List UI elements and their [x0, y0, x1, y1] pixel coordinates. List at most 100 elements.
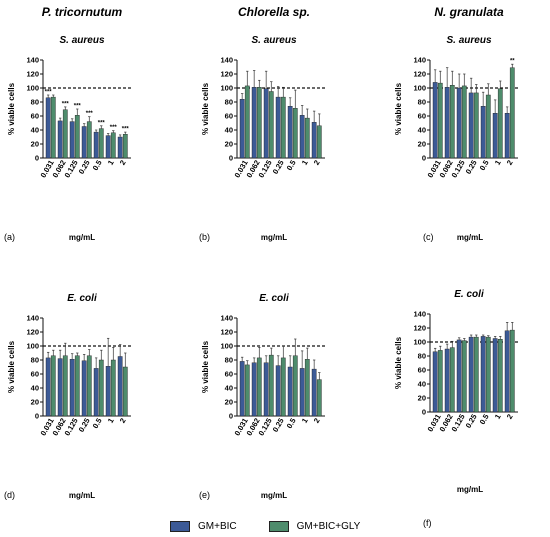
panel-4: E. coli(d) mg/mL% viable cells02040608010… — [4, 293, 133, 500]
x-axis-label: mg/mL — [261, 233, 287, 242]
bar-gm-bic — [444, 87, 450, 159]
bar-gm-bic-gly — [485, 336, 491, 413]
bar-gm-bic-gly — [292, 108, 298, 159]
bar-gm-bic-gly — [461, 85, 467, 159]
panel-3: S. aureus (c) mg/mL % viable cells 0 20 40 60 80… — [394, 35, 520, 242]
legend-item-gm-bic: GM+BIC — [170, 520, 237, 532]
bar-gm-bic-gly — [280, 357, 286, 417]
y-tick-label: 120 — [26, 328, 39, 337]
bar-gm-bic-gly — [280, 96, 286, 159]
bar-gm-bic — [117, 356, 123, 417]
bar-gm-bic — [311, 122, 317, 159]
y-tick-label: 20 — [418, 394, 426, 403]
legend-label-gm-bic: GM+BIC — [198, 520, 237, 532]
y-tick-label: 20 — [225, 398, 233, 407]
bar-gm-bic — [93, 368, 99, 417]
x-tick-label: 0.5 — [478, 413, 491, 427]
bar-gm-bic — [45, 97, 51, 159]
x-axis-label: mg/mL — [69, 233, 95, 242]
x-tick-label: 1 — [300, 159, 310, 167]
x-tick-label: 0.25 — [271, 417, 286, 434]
bar-gm-bic-gly — [449, 84, 455, 159]
bar-gm-bic — [444, 348, 450, 413]
panel-label: (d) — [4, 490, 15, 500]
significance-marker: *** — [62, 101, 70, 107]
x-tick-label: 1 — [300, 417, 310, 425]
bar-gm-bic — [263, 88, 269, 159]
y-tick-label: 20 — [225, 140, 233, 149]
y-tick-label: 100 — [220, 84, 233, 93]
bar-gm-bic — [251, 362, 257, 417]
x-tick-label: 0.5 — [285, 159, 298, 173]
bar-gm-bic-gly — [316, 379, 322, 417]
bar-gm-bic-gly — [461, 340, 467, 413]
bar-gm-bic-gly — [110, 359, 116, 417]
y-tick-label: 120 — [413, 70, 426, 79]
y-tick-label: 20 — [418, 140, 426, 149]
bar-gm-bic — [287, 105, 293, 159]
y-tick-label: 0 — [229, 412, 233, 421]
y-tick-label: 0 — [229, 154, 233, 163]
y-tick-label: 140 — [220, 314, 233, 323]
bar-gm-bic — [117, 136, 123, 159]
x-tick-label: 0.25 — [77, 159, 92, 176]
legend-swatch-gm-bic-gly — [268, 520, 289, 532]
significance-marker: ** — [510, 59, 515, 65]
bar-gm-bic-gly — [86, 355, 92, 417]
y-tick-label: 140 — [413, 56, 426, 65]
bar-gm-bic-gly — [485, 94, 491, 159]
panel-6: E. coli(f)mg/mL% viable cells02040608010… — [394, 289, 520, 528]
bar-gm-bic — [251, 87, 257, 159]
bar-gm-bic-gly — [473, 92, 479, 159]
panel-label: (f) — [423, 518, 432, 528]
legend-item-gm-bic-gly: GM+BIC+GLY — [268, 520, 360, 532]
y-tick-label: 0 — [422, 408, 426, 417]
x-tick-label: 0.5 — [91, 159, 104, 173]
panel-label: (e) — [199, 490, 210, 500]
bar-gm-bic-gly — [50, 355, 56, 417]
y-tick-label: 100 — [413, 338, 426, 347]
bar-gm-bic — [105, 135, 111, 159]
bar-gm-bic — [45, 357, 51, 417]
panel-subtitle: S. aureus — [251, 35, 296, 46]
bar-gm-bic — [311, 368, 317, 417]
bar-gm-bic — [239, 98, 245, 159]
x-tick-label: 0.5 — [478, 159, 491, 173]
y-axis-label: % viable cells — [7, 82, 16, 135]
panel-1: S. aureus (a) mg/mL % viable cells 0 20 40 60 80… — [4, 35, 133, 242]
bar-gm-bic — [480, 336, 486, 413]
y-tick-label: 60 — [418, 112, 426, 121]
bar-gm-bic — [105, 366, 111, 417]
y-tick-label: 20 — [31, 140, 39, 149]
y-tick-label: 80 — [225, 98, 233, 107]
y-axis-label: % viable cells — [394, 82, 403, 135]
bar-gm-bic — [81, 360, 87, 417]
bar-gm-bic — [57, 358, 63, 417]
y-tick-label: 0 — [35, 412, 39, 421]
y-tick-label: 140 — [220, 56, 233, 65]
bar-gm-bic — [504, 330, 510, 413]
bar-gm-bic — [275, 365, 281, 417]
bar-gm-bic-gly — [62, 109, 68, 159]
x-tick-label: 0.5 — [91, 417, 104, 431]
y-tick-label: 120 — [220, 70, 233, 79]
x-tick-label: 0.25 — [464, 413, 479, 430]
significance-marker: *** — [74, 104, 82, 110]
y-axis-label: % viable cells — [201, 340, 210, 393]
y-tick-label: 60 — [418, 366, 426, 375]
x-tick-label: 2 — [118, 417, 128, 425]
panels-group: S. aureus(a) mg/mL% viable cells020406080… — [4, 35, 520, 528]
legend: GM+BIC GM+BIC+GLY — [170, 519, 382, 533]
bar-gm-bic — [456, 339, 462, 413]
y-tick-label: 60 — [31, 370, 39, 379]
y-tick-label: 140 — [26, 314, 39, 323]
bar-gm-bic — [432, 82, 438, 159]
y-tick-label: 100 — [220, 342, 233, 351]
y-tick-label: 140 — [413, 310, 426, 319]
bar-gm-bic-gly — [50, 96, 56, 159]
bar-gm-bic — [456, 87, 462, 159]
bar-gm-bic-gly — [110, 132, 116, 159]
bar-gm-bic — [504, 112, 510, 159]
bar-gm-bic-gly — [62, 355, 68, 417]
